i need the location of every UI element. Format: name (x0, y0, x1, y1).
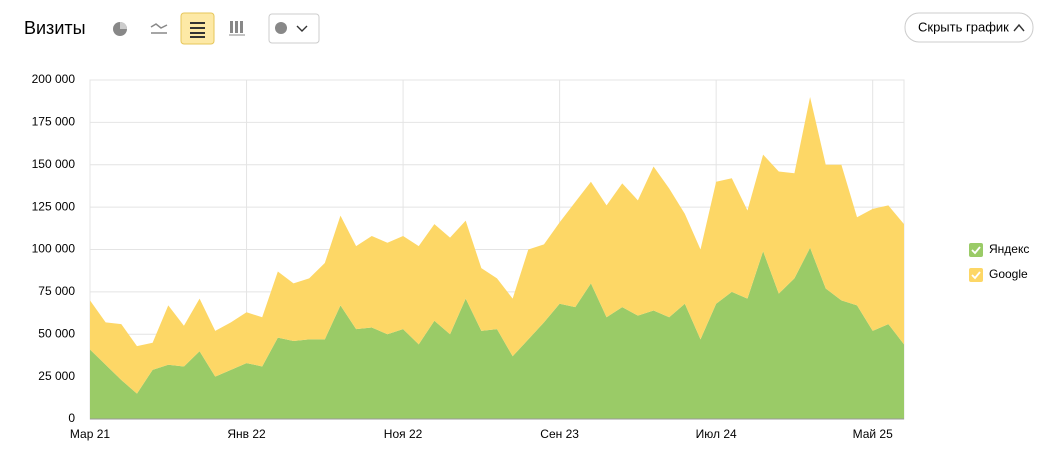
y-tick-label: 25 000 (38, 369, 75, 383)
x-tick-label: Май 25 (853, 427, 894, 441)
plot: 0 25 000 50 000 75 000 100 000 125 000 150 000… (32, 72, 1030, 441)
x-tick-label: Июл 24 (696, 427, 737, 441)
x-tick-label: Янв 22 (227, 427, 266, 441)
y-tick-label: 200 000 (32, 72, 76, 86)
legend-checkbox[interactable] (969, 243, 983, 257)
line-icon[interactable] (150, 23, 168, 34)
y-tick-label: 0 (68, 411, 75, 425)
area-1 (90, 96, 904, 394)
legend-check (971, 246, 981, 255)
y-tick-label: 75 000 (38, 284, 75, 298)
hide-chart-label: Скрыть график (918, 19, 1009, 34)
y-tick-label: 175 000 (32, 115, 76, 129)
y-tick-label: 50 000 (38, 326, 75, 340)
x-tick-label: Мар 21 (70, 427, 110, 441)
y-tick-label: 150 000 (32, 157, 76, 171)
toolbar: Скрыть график (113, 12, 1034, 45)
legend-checkbox[interactable] (969, 268, 983, 282)
pie-icon[interactable] (113, 22, 127, 36)
bar-icon[interactable] (229, 21, 245, 36)
y-tick-label: 125 000 (32, 199, 76, 213)
legend-label: Google (989, 267, 1028, 281)
legend-label: Яндекс (989, 242, 1029, 256)
comment-select[interactable] (268, 13, 320, 44)
area-icon[interactable] (180, 12, 215, 45)
title: Визиты (24, 18, 86, 38)
hide-chart-button[interactable]: Скрыть график (904, 12, 1034, 43)
x-tick-label: Ноя 22 (384, 427, 423, 441)
y-tick-label: 100 000 (32, 242, 76, 256)
legend-check (971, 271, 981, 280)
area-0 (90, 247, 904, 419)
x-tick-label: Сен 23 (540, 427, 579, 441)
